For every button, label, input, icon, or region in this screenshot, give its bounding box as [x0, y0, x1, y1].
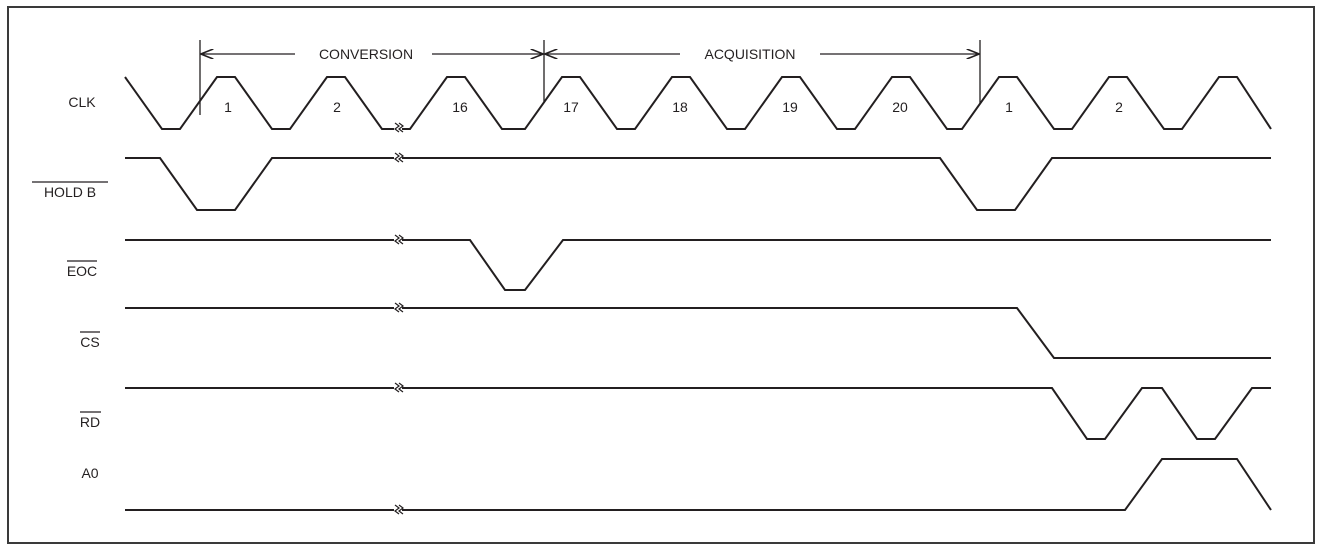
signal-label-clk: CLK	[68, 94, 96, 110]
signal-label-hold: HOLD B	[44, 184, 96, 200]
wave-clk	[124, 76, 1272, 130]
clk-number: 18	[672, 99, 688, 115]
clk-number: 1	[1005, 99, 1013, 115]
timing-diagram-frame	[7, 6, 1315, 544]
signal-label-rd: RD	[80, 414, 100, 430]
clk-number: 20	[892, 99, 908, 115]
phase-label-conversion: CONVERSION	[319, 46, 413, 62]
wave-eoc	[125, 239, 1271, 291]
clk-number: 16	[452, 99, 468, 115]
signal-label-a0: A0	[81, 465, 98, 481]
phase-label-acquisition: ACQUISITION	[704, 46, 795, 62]
wave-a0	[125, 458, 1272, 511]
clk-number: 2	[1115, 99, 1123, 115]
signal-label-eoc: EOC	[67, 263, 97, 279]
clk-number: 17	[563, 99, 579, 115]
wave-rd	[125, 387, 1271, 440]
clk-number: 19	[782, 99, 798, 115]
wave-hold	[125, 157, 1271, 211]
clk-number: 2	[333, 99, 341, 115]
wave-cs	[125, 307, 1271, 359]
clk-number: 1	[224, 99, 232, 115]
signal-label-cs: CS	[80, 334, 99, 350]
time-break-marks	[394, 122, 404, 516]
